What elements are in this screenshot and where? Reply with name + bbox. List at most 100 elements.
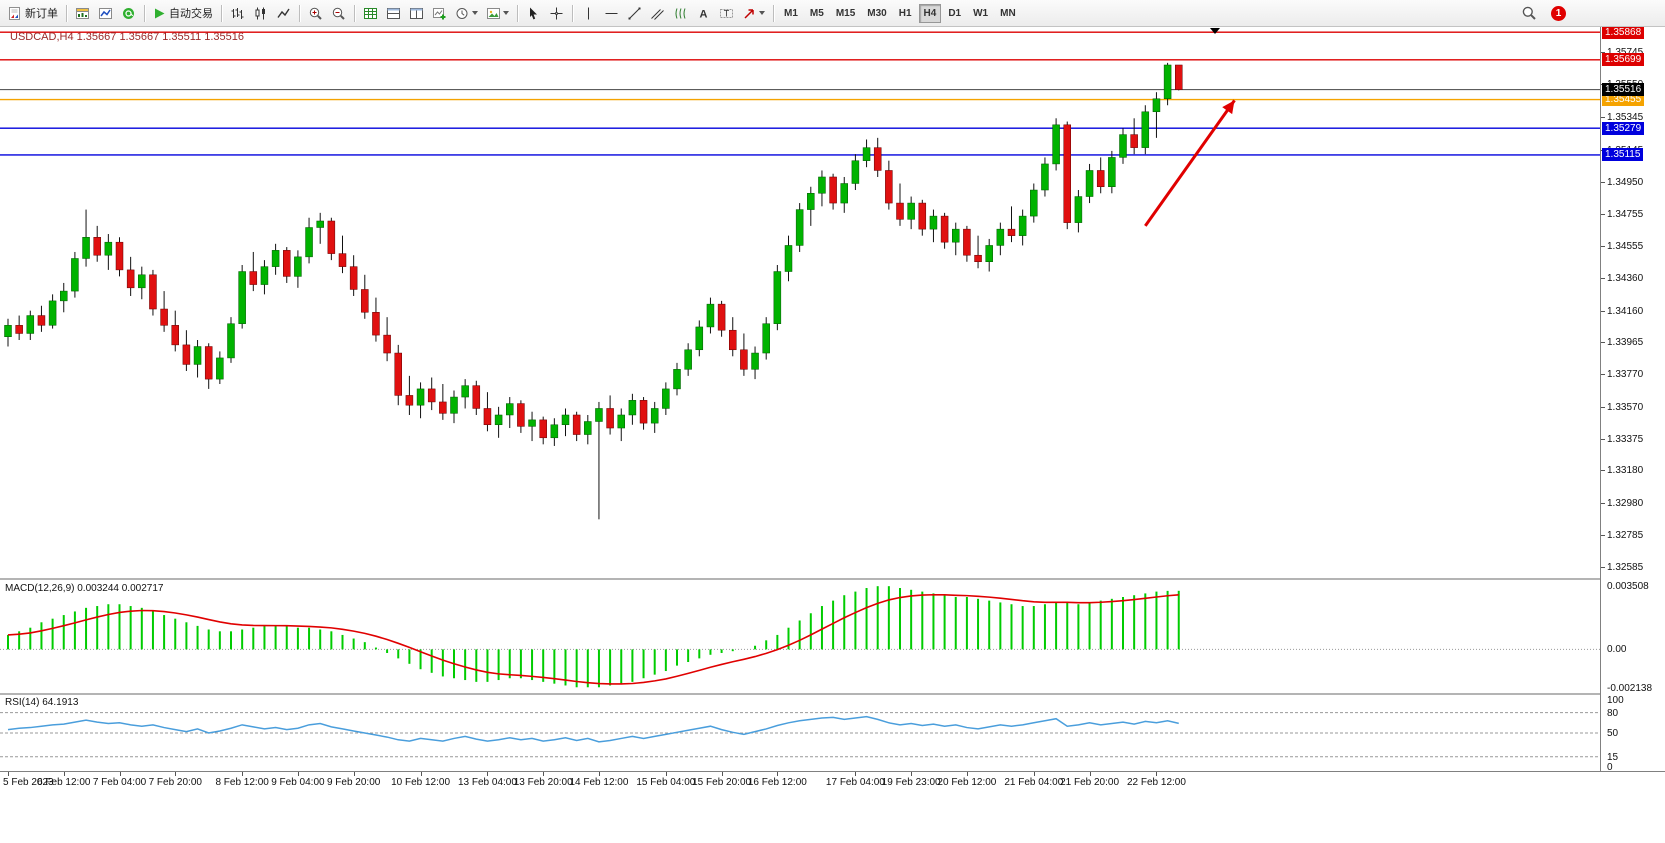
timeframe-m1-button[interactable]: M1	[779, 4, 803, 23]
macd-axis-label: -0.002138	[1607, 682, 1653, 694]
toolbar-separator	[299, 4, 300, 22]
price-tick-label: 1.33570	[1607, 401, 1644, 413]
fibonacci-tool-button[interactable]	[670, 3, 691, 24]
candle-body	[327, 220, 336, 254]
svg-text:A: A	[700, 8, 708, 20]
vertical-line-tool-button[interactable]	[578, 3, 599, 24]
community-button[interactable]	[118, 3, 139, 24]
time-axis-tick	[665, 772, 667, 776]
candle-body	[862, 147, 871, 161]
zoom-out-button[interactable]	[328, 3, 349, 24]
zoom-in-icon	[309, 7, 322, 20]
autotrading-button[interactable]: 自动交易	[150, 3, 216, 24]
candle-body	[929, 215, 938, 230]
time-axis-label: 15 Feb 04:00	[636, 777, 696, 788]
candle-body	[528, 419, 536, 427]
candle-body	[494, 414, 503, 426]
candle-body	[807, 193, 815, 210]
cursor-icon	[530, 7, 537, 19]
periods-button[interactable]	[452, 3, 481, 24]
candle-body	[595, 408, 603, 422]
timeframe-m30-button[interactable]: M30	[862, 4, 891, 23]
clock-icon	[456, 7, 468, 19]
new-order-button[interactable]: 新订单	[4, 3, 61, 24]
time-axis-tick	[487, 772, 489, 776]
candle-body	[238, 271, 246, 324]
tile-windows-button[interactable]	[383, 3, 404, 24]
timeframe-m5-button[interactable]: M5	[805, 4, 829, 23]
candle-body	[283, 250, 291, 277]
candle-body	[628, 400, 637, 416]
time-axis-label: 17 Feb 04:00	[825, 777, 885, 788]
timeframe-mn-button[interactable]: MN	[995, 4, 1021, 23]
candle-body	[193, 346, 202, 365]
zoom-out-icon	[332, 7, 345, 20]
bar-chart-icon	[231, 7, 244, 19]
price-level-badge: 1.35699	[1602, 53, 1645, 67]
candle-body	[1163, 64, 1172, 99]
timeframe-w1-button[interactable]: W1	[968, 4, 993, 23]
candle-body	[115, 241, 124, 271]
timeframe-d1-button[interactable]: D1	[943, 4, 966, 23]
text-tool-button[interactable]: A	[693, 3, 714, 24]
crosshair-button[interactable]	[546, 3, 567, 24]
tile-vertical-icon	[410, 7, 423, 19]
toolbar-separator	[572, 4, 573, 22]
arrow-shapes-button[interactable]	[739, 3, 768, 24]
rsi-panel-separator[interactable]	[0, 693, 1665, 695]
rsi-label: RSI(14) 64.1913	[5, 697, 79, 708]
notification-badge[interactable]: 1	[1551, 5, 1566, 21]
tile-horizontal-icon	[387, 7, 400, 19]
zoom-in-button[interactable]	[305, 3, 326, 24]
timeframe-m15-button[interactable]: M15	[831, 4, 860, 23]
candle-body	[963, 228, 971, 256]
market-watch-grid-button[interactable]	[360, 3, 381, 24]
trend-arrow[interactable]	[1144, 99, 1236, 227]
candle-body	[606, 408, 614, 429]
price-level-badge: 1.35868	[1602, 25, 1645, 39]
candle-body	[204, 346, 213, 380]
cursor-button[interactable]	[523, 3, 544, 24]
timeframe-h4-button[interactable]: H4	[918, 3, 942, 23]
profiles-button[interactable]	[95, 3, 116, 24]
timeframe-h1-button[interactable]: H1	[894, 4, 917, 23]
time-axis-tick	[1156, 772, 1158, 776]
chart-shift-marker-icon[interactable]	[1210, 28, 1220, 34]
candlestick-chart-button[interactable]	[250, 3, 271, 24]
new-chart-button[interactable]	[72, 3, 93, 24]
time-axis-label: 10 Feb 12:00	[391, 777, 451, 788]
bar-chart-button[interactable]	[227, 3, 248, 24]
line-chart-button[interactable]	[273, 3, 294, 24]
add-indicator-button[interactable]	[429, 3, 450, 24]
candlestick-chart-icon	[255, 7, 265, 19]
price-axis-tick	[1601, 503, 1605, 504]
rsi-indicator-panel[interactable]	[0, 695, 1600, 771]
time-axis-tick	[297, 772, 299, 776]
channel-tool-button[interactable]	[647, 3, 668, 24]
price-tick-label: 1.32585	[1607, 562, 1644, 574]
label-tool-button[interactable]: T	[716, 3, 737, 24]
price-axis-tick	[1601, 213, 1605, 215]
candle-body	[695, 326, 704, 351]
candle-body	[48, 300, 57, 326]
candle-body	[584, 421, 592, 435]
price-axis-tick	[1601, 534, 1605, 536]
template-image-icon	[487, 7, 500, 19]
candle-body	[784, 245, 793, 272]
candle-body	[1085, 170, 1094, 197]
price-axis-tick	[1601, 470, 1605, 472]
timeframe-group: M1 M5 M15 M30 H1 H4 D1 W1 MN	[778, 3, 1022, 23]
macd-indicator-panel[interactable]	[0, 580, 1600, 693]
cascade-windows-button[interactable]	[406, 3, 427, 24]
templates-button[interactable]	[483, 3, 512, 24]
time-axis-label: 21 Feb 20:00	[1060, 777, 1120, 788]
candle-body	[729, 329, 737, 351]
chart-window[interactable]: USDCAD,H4 1.35667 1.35667 1.35511 1.3551…	[0, 25, 1665, 843]
trendline-tool-button[interactable]	[624, 3, 645, 24]
candle-body	[550, 424, 559, 439]
search-button[interactable]	[1518, 3, 1540, 24]
main-price-chart[interactable]	[0, 27, 1600, 578]
macd-panel-separator[interactable]	[0, 578, 1665, 580]
horizontal-line-tool-button[interactable]	[601, 3, 622, 24]
